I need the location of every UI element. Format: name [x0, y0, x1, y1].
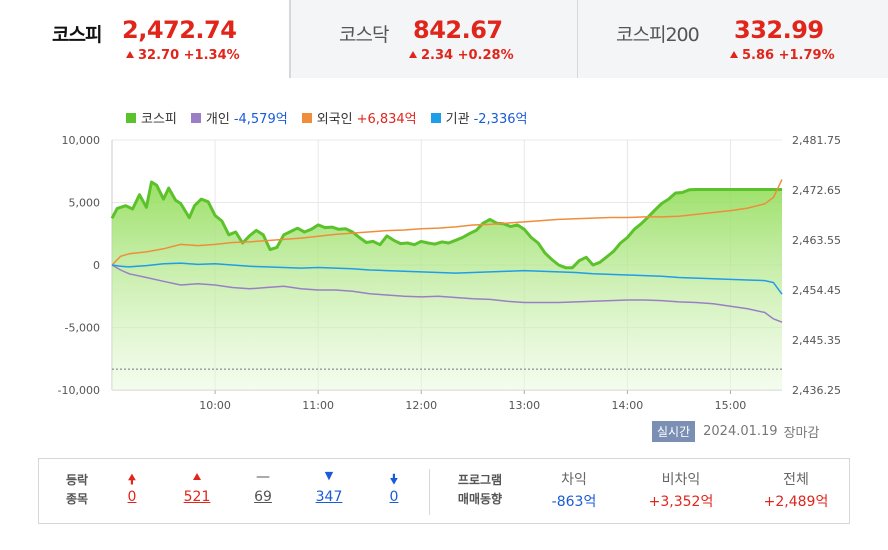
program-total-value: +2,489억 — [763, 494, 829, 510]
y-right-tick-label: 2,481.75 — [792, 134, 841, 147]
tab-kosdaq-value: 842.67 — [413, 16, 503, 44]
program-non-arbitrage: 비차익 +3,352억 — [636, 469, 726, 511]
tab-kosdaq-change-text: 2.34 +0.28% — [421, 48, 514, 63]
breadth-limit-down-count[interactable]: 0 — [389, 489, 399, 505]
breadth-flat-count[interactable]: 69 — [254, 489, 272, 505]
y-left-tick-label: 0 — [93, 259, 100, 272]
market-state: 장마감 — [783, 426, 820, 441]
breadth-down: ▼ 347 — [304, 469, 354, 505]
x-tick-label: 12:00 — [405, 399, 437, 410]
up-triangle-icon — [409, 51, 417, 58]
legend-institution-swatch — [430, 112, 441, 123]
index-tabs: 코스피 2,472.74 32.70 +1.34% 코스닥 842.67 2.3… — [0, 0, 888, 78]
program-non-arbitrage-label: 비차익 — [661, 472, 701, 488]
trade-date: 2024.01.19 — [703, 424, 778, 439]
y-right-tick-label: 2,454.45 — [792, 284, 841, 297]
tab-kosdaq[interactable]: 코스닥 842.67 2.34 +0.28% — [290, 0, 578, 78]
tab-kospi200-change-text: 5.86 +1.79% — [742, 48, 835, 63]
limit-down-arrow-icon: 🠟 — [389, 472, 399, 488]
breadth-label: 등락 종목 — [57, 471, 97, 509]
legend-foreign-value: +6,834억 — [356, 112, 417, 127]
series-foreign-line — [111, 179, 783, 266]
breadth-limit-up: 🠝 0 — [107, 469, 157, 505]
legend-institution-label: 기관 — [445, 112, 470, 127]
chart-legend: 코스피 개인 -4,579억 외국인 +6,834억 기관 -2,336억 — [126, 108, 527, 127]
breadth-label-2: 종목 — [65, 492, 89, 506]
y-left-tick-label: -5,000 — [65, 322, 100, 335]
down-triangle-icon: ▼ — [324, 469, 334, 482]
tab-kospi-value: 2,472.74 — [122, 16, 237, 44]
tab-kosdaq-name: 코스닥 — [339, 24, 389, 46]
up-triangle-icon — [172, 469, 222, 489]
series-kospi-line — [110, 180, 782, 270]
limit-up-arrow-icon: 🠝 — [127, 472, 137, 488]
program-label-2: 매매동향 — [457, 492, 503, 506]
flat-dash-icon: — — [256, 469, 270, 485]
tab-kospi200-change: 5.86 +1.79% — [730, 48, 835, 63]
market-breadth-panel: 등락 종목 🠝 0 521 — 69 ▼ 347 🠟 0 프로그램 매매동향 차… — [38, 458, 850, 524]
program-label: 프로그램 매매동향 — [449, 471, 511, 509]
tab-kospi200[interactable]: 코스피200 332.99 5.86 +1.79% — [578, 0, 888, 78]
y-right-tick-label: 2,445.35 — [792, 334, 841, 347]
y-right-tick-label: 2,472.65 — [792, 184, 841, 197]
program-non-arbitrage-value: +3,352억 — [648, 494, 714, 510]
tab-kospi200-value: 332.99 — [734, 16, 824, 44]
legend-institution[interactable]: 기관 -2,336억 — [430, 108, 528, 127]
x-tick-label: 14:00 — [612, 399, 644, 410]
tab-kospi-change: 32.70 +1.34% — [126, 48, 240, 63]
y-right-tick-label: 2,463.55 — [792, 234, 841, 247]
investor-chart: 10,000 5,000 0 -5,000 -10,000 2,481.75 2,472.6… — [58, 134, 841, 410]
series-individual-line — [111, 264, 783, 323]
legend-kospi[interactable]: 코스피 — [126, 108, 177, 127]
breadth-limit-up-count[interactable]: 0 — [127, 489, 137, 505]
legend-institution-value: -2,336억 — [473, 112, 528, 127]
legend-foreign[interactable]: 외국인 +6,834억 — [301, 108, 417, 127]
series-kospi-area — [112, 182, 782, 390]
program-total: 전체 +2,489억 — [751, 469, 841, 511]
x-tick-label: 13:00 — [508, 399, 540, 410]
realtime-badge[interactable]: 실시간 — [652, 421, 696, 442]
panel-divider — [429, 469, 430, 515]
series-institution-line — [111, 262, 783, 295]
breadth-limit-down: 🠟 0 — [369, 469, 419, 505]
y-left-tick-label: 5,000 — [69, 197, 101, 210]
y-left-tick-label: -10,000 — [58, 384, 100, 397]
legend-foreign-swatch — [301, 112, 312, 123]
tab-kospi200-name: 코스피200 — [616, 24, 700, 46]
legend-individual-value: -4,579억 — [233, 112, 288, 127]
tab-kospi-change-text: 32.70 +1.34% — [138, 48, 240, 63]
program-arbitrage-value: -863억 — [551, 494, 597, 510]
y-right-tick-label: 2,436.25 — [792, 384, 841, 397]
program-arbitrage: 차익 -863억 — [539, 469, 609, 511]
program-total-label: 전체 — [783, 472, 809, 488]
y-left-tick-label: 10,000 — [62, 134, 101, 147]
legend-kospi-label: 코스피 — [141, 112, 177, 127]
program-arbitrage-label: 차익 — [561, 472, 587, 488]
legend-individual-swatch — [190, 112, 201, 123]
tab-kospi-name: 코스피 — [52, 24, 102, 46]
status-row: 실시간 2024.01.19 장마감 — [652, 421, 819, 442]
tab-kospi[interactable]: 코스피 2,472.74 32.70 +1.34% — [0, 0, 290, 78]
breadth-up-count[interactable]: 521 — [183, 489, 211, 505]
legend-individual[interactable]: 개인 -4,579억 — [190, 108, 288, 127]
up-triangle-icon — [730, 51, 738, 58]
breadth-down-count[interactable]: 347 — [315, 489, 343, 505]
breadth-flat: — 69 — [238, 469, 288, 505]
program-label-1: 프로그램 — [457, 473, 503, 487]
x-tick-label: 11:00 — [302, 399, 334, 410]
x-tick-label: 15:00 — [715, 399, 747, 410]
legend-individual-label: 개인 — [205, 112, 230, 127]
breadth-label-1: 등락 — [65, 473, 89, 487]
legend-foreign-label: 외국인 — [316, 112, 353, 127]
breadth-up: 521 — [172, 469, 222, 505]
x-tick-label: 10:00 — [199, 399, 231, 410]
up-triangle-icon — [126, 51, 134, 58]
legend-kospi-swatch — [126, 112, 136, 123]
tab-kosdaq-change: 2.34 +0.28% — [409, 48, 514, 63]
